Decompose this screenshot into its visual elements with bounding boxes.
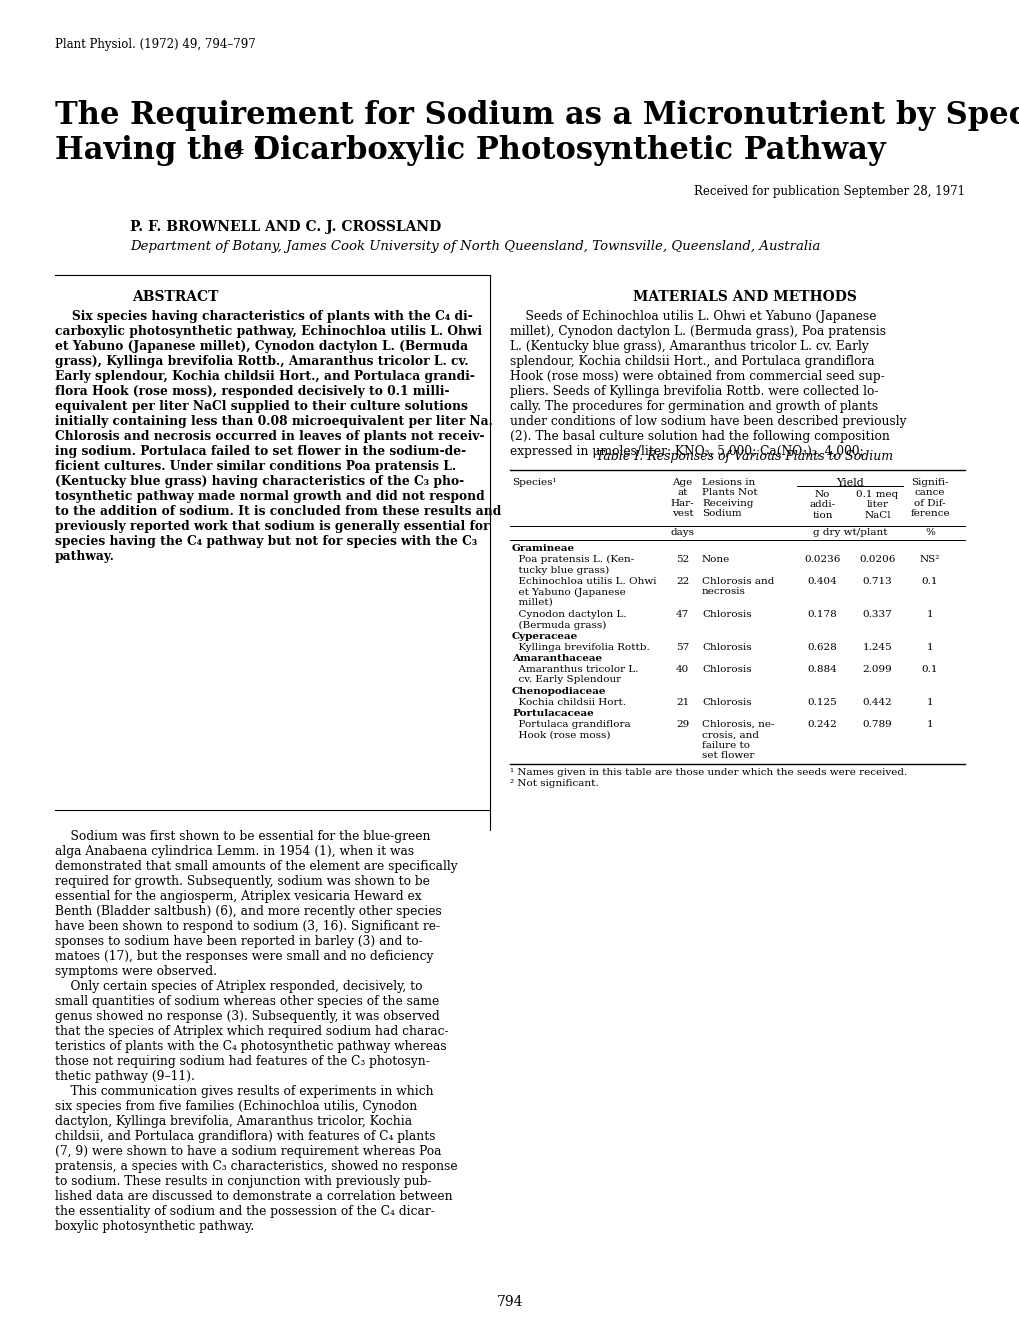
Text: 21: 21 [676, 698, 689, 708]
Text: 52: 52 [676, 554, 689, 564]
Text: 1: 1 [926, 698, 932, 708]
Text: P. F. BROWNELL AND C. J. CROSSLAND: P. F. BROWNELL AND C. J. CROSSLAND [129, 220, 441, 234]
Text: Chlorosis: Chlorosis [701, 698, 751, 708]
Text: days: days [669, 528, 694, 537]
Text: Species¹: Species¹ [512, 478, 556, 487]
Text: Portulaca grandiflora
  Hook (rose moss): Portulaca grandiflora Hook (rose moss) [512, 719, 630, 739]
Text: 57: 57 [676, 643, 689, 652]
Text: 0.713: 0.713 [862, 577, 892, 586]
Text: Chlorosis: Chlorosis [701, 610, 751, 619]
Text: Kochia childsii Hort.: Kochia childsii Hort. [512, 698, 626, 708]
Text: Cynodon dactylon L.
  (Bermuda grass): Cynodon dactylon L. (Bermuda grass) [512, 610, 626, 630]
Text: 1: 1 [926, 643, 932, 652]
Text: 0.1: 0.1 [921, 665, 937, 675]
Text: 0.1 meq
liter
NaCl: 0.1 meq liter NaCl [856, 490, 898, 520]
Text: 4: 4 [229, 140, 244, 158]
Text: ABSTRACT: ABSTRACT [131, 290, 218, 304]
Text: Signifi-
cance
of Dif-
ference: Signifi- cance of Dif- ference [909, 478, 949, 519]
Text: Echinochloa utilis L. Ohwi
  et Yabuno (Japanese
  millet): Echinochloa utilis L. Ohwi et Yabuno (Ja… [512, 577, 656, 607]
Text: 0.242: 0.242 [807, 719, 837, 729]
Text: NS²: NS² [919, 554, 940, 564]
Text: Department of Botany, James Cook University of North Queensland, Townsville, Que: Department of Botany, James Cook Univers… [129, 240, 819, 253]
Text: 0.178: 0.178 [807, 610, 837, 619]
Text: Chenopodiaceae: Chenopodiaceae [512, 686, 606, 696]
Text: 0.789: 0.789 [862, 719, 892, 729]
Text: ² Not significant.: ² Not significant. [510, 779, 598, 788]
Text: The Requirement for Sodium as a Micronutrient by Species: The Requirement for Sodium as a Micronut… [55, 100, 1019, 131]
Text: 0.125: 0.125 [807, 698, 837, 708]
Text: 1: 1 [926, 610, 932, 619]
Text: Chlorosis and
necrosis: Chlorosis and necrosis [701, 577, 773, 597]
Text: Gramineae: Gramineae [512, 544, 575, 553]
Text: 0.442: 0.442 [862, 698, 892, 708]
Text: Cyperaceae: Cyperaceae [512, 632, 578, 642]
Text: Received for publication September 28, 1971: Received for publication September 28, 1… [693, 185, 964, 198]
Text: Seeds of Echinochloa utilis L. Ohwi et Yabuno (Japanese
millet), Cynodon dactylo: Seeds of Echinochloa utilis L. Ohwi et Y… [510, 310, 906, 458]
Text: %: % [924, 528, 934, 537]
Text: Kyllinga brevifolia Rottb.: Kyllinga brevifolia Rottb. [512, 643, 649, 652]
Text: 0.404: 0.404 [807, 577, 837, 586]
Text: Age
at
Har-
vest: Age at Har- vest [671, 478, 694, 519]
Text: 0.1: 0.1 [921, 577, 937, 586]
Text: 0.337: 0.337 [862, 610, 892, 619]
Text: 1.245: 1.245 [862, 643, 892, 652]
Text: Amaranthaceae: Amaranthaceae [512, 653, 601, 663]
Text: Plant Physiol. (1972) 49, 794–797: Plant Physiol. (1972) 49, 794–797 [55, 38, 256, 51]
Text: Poa pratensis L. (Ken-
  tucky blue grass): Poa pratensis L. (Ken- tucky blue grass) [512, 554, 634, 574]
Text: ¹ Names given in this table are those under which the seeds were received.: ¹ Names given in this table are those un… [510, 768, 906, 777]
Text: Chlorosis, ne-
crosis, and
failure to
set flower: Chlorosis, ne- crosis, and failure to se… [701, 719, 773, 760]
Text: None: None [701, 554, 730, 564]
Text: Table I. Responses of Various Plants to Sodium: Table I. Responses of Various Plants to … [596, 450, 893, 463]
Text: Lesions in
Plants Not
Receiving
Sodium: Lesions in Plants Not Receiving Sodium [701, 478, 757, 519]
Text: Chlorosis: Chlorosis [701, 665, 751, 675]
Text: 29: 29 [676, 719, 689, 729]
Text: 0.884: 0.884 [807, 665, 837, 675]
Text: 40: 40 [676, 665, 689, 675]
Text: Dicarboxylic Photosynthetic Pathway: Dicarboxylic Photosynthetic Pathway [243, 135, 884, 166]
Text: g dry wt/plant: g dry wt/plant [812, 528, 887, 537]
Text: Sodium was first shown to be essential for the blue-green
alga Anabaena cylindri: Sodium was first shown to be essential f… [55, 830, 458, 1233]
Text: 0.0236: 0.0236 [804, 554, 840, 564]
Text: No
addi-
tion: No addi- tion [809, 490, 835, 520]
Text: 2.099: 2.099 [862, 665, 892, 675]
Text: Amaranthus tricolor L.
  cv. Early Splendour: Amaranthus tricolor L. cv. Early Splendo… [512, 665, 638, 684]
Text: 47: 47 [676, 610, 689, 619]
Text: 0.0206: 0.0206 [858, 554, 895, 564]
Text: 1: 1 [926, 719, 932, 729]
Text: 22: 22 [676, 577, 689, 586]
Text: Portulacaceae: Portulacaceae [512, 709, 593, 718]
Text: Chlorosis: Chlorosis [701, 643, 751, 652]
Text: 794: 794 [496, 1295, 523, 1309]
Text: Having the C: Having the C [55, 135, 277, 166]
Text: Six species having characteristics of plants with the C₄ di-
carboxylic photosyn: Six species having characteristics of pl… [55, 310, 501, 564]
Text: 0.628: 0.628 [807, 643, 837, 652]
Text: MATERIALS AND METHODS: MATERIALS AND METHODS [633, 290, 856, 304]
Text: Yield: Yield [836, 478, 863, 488]
